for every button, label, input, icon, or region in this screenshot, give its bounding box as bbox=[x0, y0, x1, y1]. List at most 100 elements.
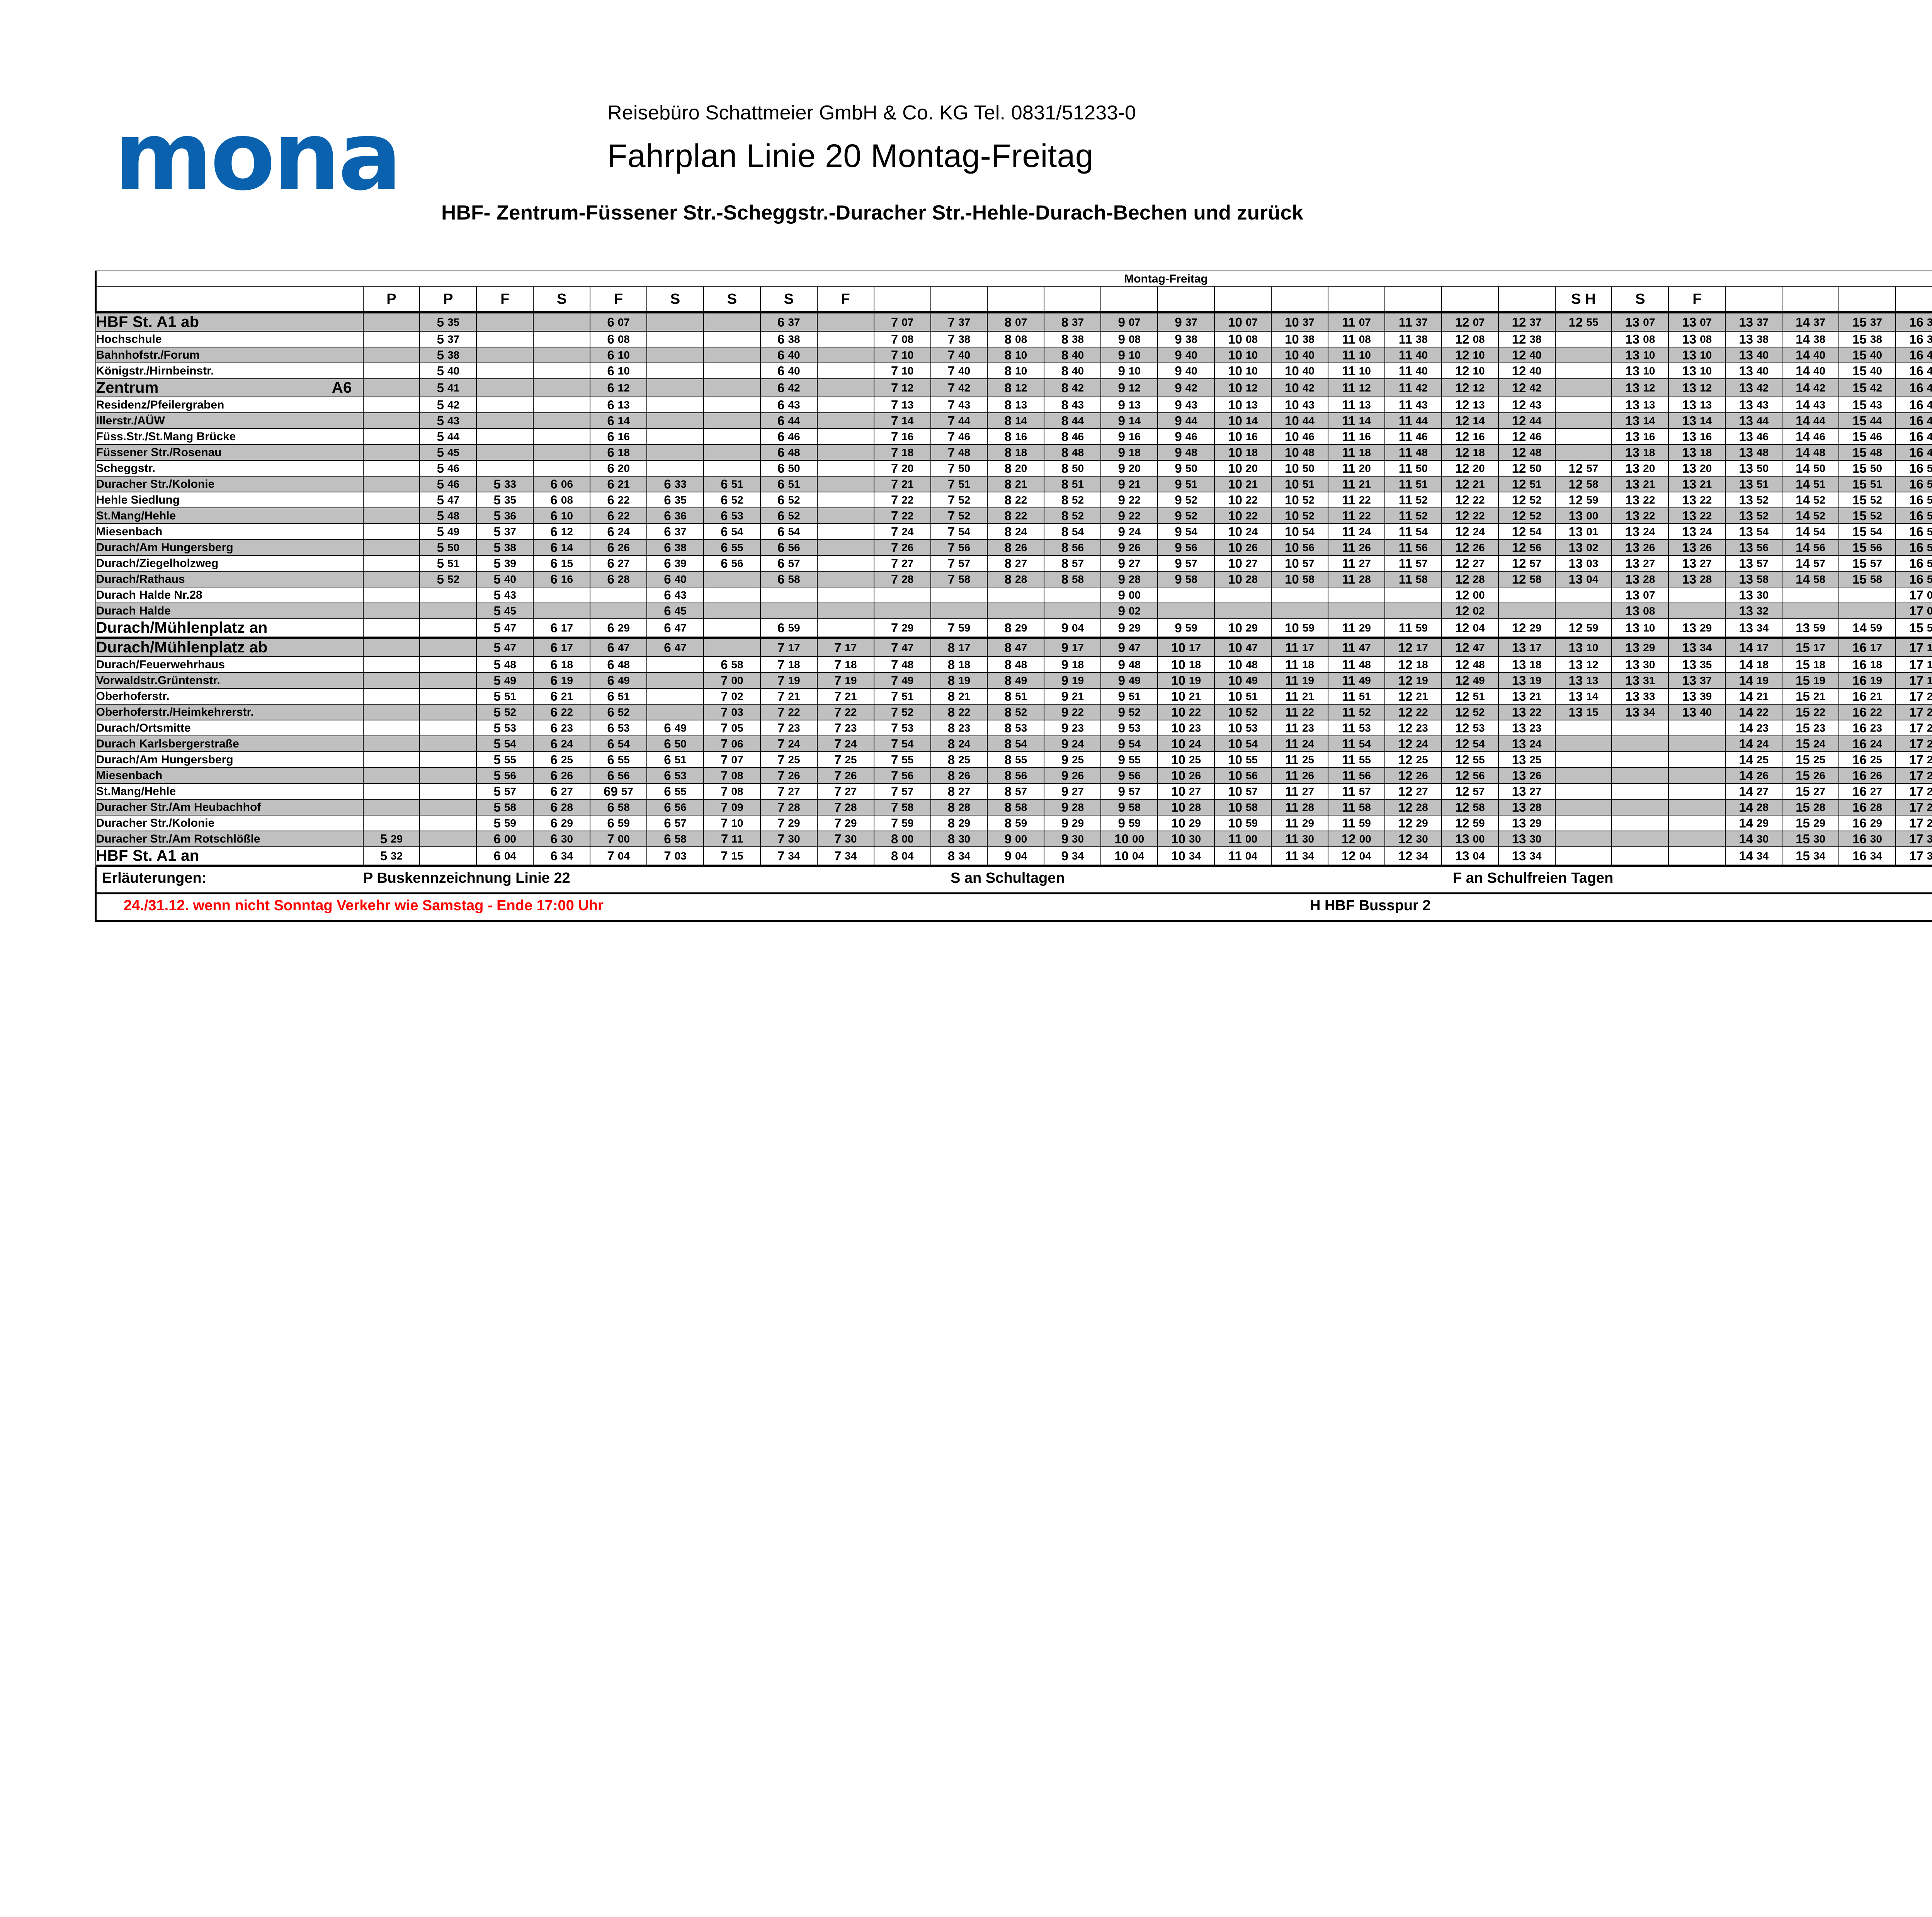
departure-time-cell: 10 04 bbox=[1100, 846, 1158, 867]
departure-time-cell: 6 24 bbox=[533, 735, 591, 752]
departure-time-cell: 13 13 bbox=[1668, 397, 1726, 413]
stop-name-cell: Zentrum A6 bbox=[95, 378, 364, 397]
departure-time-cell bbox=[1611, 735, 1669, 752]
departure-time-cell: 1640 bbox=[1895, 347, 1932, 363]
departure-time-cell: 12 59 bbox=[1554, 492, 1612, 508]
stop-name: Bahnhofstr./Forum bbox=[96, 348, 200, 361]
departure-time-cell: 5 48 bbox=[419, 507, 477, 524]
departure-time-cell: 7 57 bbox=[873, 783, 931, 800]
departure-time-cell: 7 59 bbox=[873, 815, 931, 831]
departure-time-cell: 6 26 bbox=[590, 539, 648, 556]
departure-time-cell: 13 22 bbox=[1611, 492, 1669, 508]
departure-time-cell: 13 10 bbox=[1668, 347, 1726, 363]
departure-time-cell: 12 28 bbox=[1441, 571, 1499, 587]
departure-time-cell: 13 04 bbox=[1441, 846, 1499, 867]
departure-time-cell: 7 30 bbox=[760, 831, 818, 847]
departure-time-cell: 11 38 bbox=[1384, 331, 1442, 347]
departure-time-cell: 13 59 bbox=[1782, 618, 1840, 639]
timetable: Montag-Freitag P P F S F S S S F S H S F HBF St. A1 a… bbox=[94, 271, 1932, 867]
departure-time-cell bbox=[362, 704, 420, 720]
departure-time-cell bbox=[873, 587, 931, 603]
departure-time-cell: 11 12 bbox=[1327, 378, 1385, 397]
departure-time-cell bbox=[703, 444, 761, 461]
departure-time-cell: 12 40 bbox=[1498, 347, 1556, 363]
departure-time-cell: 14 22 bbox=[1725, 704, 1783, 720]
departure-time-cell: 13 08 bbox=[1611, 603, 1669, 619]
departure-time-cell: 6 08 bbox=[590, 331, 648, 347]
departure-time-cell bbox=[646, 704, 704, 720]
departure-time-cell: 11 18 bbox=[1327, 444, 1385, 461]
departure-time-cell: 8 10 bbox=[987, 363, 1045, 379]
departure-time-cell: 7 54 bbox=[873, 735, 931, 752]
departure-time-cell: 12 27 bbox=[1384, 783, 1442, 800]
departure-time-cell: 5 49 bbox=[419, 523, 477, 540]
stop-name-cell: Durach/Am Hungersberg bbox=[95, 751, 364, 768]
stop-name: Residenz/Pfeilergraben bbox=[96, 398, 224, 411]
departure-time-cell: 9 30 bbox=[1044, 831, 1102, 847]
stop-name: Durach/Ziegelholzweg bbox=[96, 557, 219, 570]
departure-time-cell: 8 26 bbox=[930, 767, 988, 784]
departure-time-cell: 11 23 bbox=[1271, 720, 1328, 736]
departure-time-cell: 14 27 bbox=[1725, 783, 1783, 800]
service-code-cell bbox=[1157, 286, 1215, 313]
departure-time-cell: 12 29 bbox=[1384, 815, 1442, 831]
departure-time-cell: 14 48 bbox=[1782, 444, 1840, 461]
departure-time-cell bbox=[760, 587, 818, 603]
departure-time-cell: 8 40 bbox=[1044, 363, 1102, 379]
departure-time-cell: 7 12 bbox=[873, 378, 931, 397]
departure-time-cell: 10 52 bbox=[1271, 507, 1328, 524]
departure-time-cell bbox=[1554, 815, 1612, 831]
departure-time-cell: 10 57 bbox=[1214, 783, 1272, 800]
departure-time-cell: 13 22 bbox=[1668, 492, 1726, 508]
stop-name: Durach Halde bbox=[96, 604, 171, 617]
departure-time-cell bbox=[1044, 603, 1102, 619]
departure-time-cell: 12 18 bbox=[1384, 656, 1442, 673]
departure-time-cell: 5 45 bbox=[419, 444, 477, 461]
stop-name-cell: Illerstr./AÜW bbox=[95, 412, 364, 429]
departure-time-cell bbox=[362, 656, 420, 673]
departure-time-cell: 8 28 bbox=[930, 799, 988, 815]
stop-name: Oberhoferstr. bbox=[96, 690, 170, 703]
departure-time-cell: 11 08 bbox=[1327, 331, 1385, 347]
departure-time-cell: 7 42 bbox=[930, 378, 988, 397]
departure-time-cell bbox=[816, 444, 874, 461]
departure-time-cell bbox=[1554, 799, 1612, 815]
departure-time-cell bbox=[1214, 587, 1272, 603]
stop-name-cell: Durach Halde bbox=[95, 603, 364, 619]
departure-time-cell: 7 22 bbox=[873, 507, 931, 524]
table-row: Königstr./Hirnbeinstr. 5 40 6 10 6 40 7 10 7 40 8 10… bbox=[95, 363, 1932, 379]
departure-time-cell: 13 24 bbox=[1611, 523, 1669, 540]
departure-time-cell: 8 42 bbox=[1044, 378, 1102, 397]
departure-time-cell: 13 28 bbox=[1668, 571, 1726, 587]
stop-name: Füssener Str./Rosenau bbox=[96, 446, 222, 459]
departure-time-cell bbox=[1554, 428, 1612, 445]
stop-name-cell: Duracher Str./Kolonie bbox=[95, 476, 364, 492]
departure-time-cell bbox=[1554, 603, 1612, 619]
stop-name-cell: Durach Karlsbergerstraße bbox=[95, 735, 364, 752]
table-row: Miesenbach 5 56 6 26 6 56 6 53 7 08 7 26 7 26 7 56 8 26 8 56… bbox=[95, 767, 1932, 784]
departure-time-cell: 6 07 bbox=[590, 312, 648, 332]
departure-time-cell: 10 40 bbox=[1271, 347, 1328, 363]
departure-time-cell: 9 49 bbox=[1100, 672, 1158, 689]
departure-time-cell: 13 38 bbox=[1725, 331, 1783, 347]
departure-time-cell: 15 51 bbox=[1838, 476, 1896, 492]
legend-label: Erläuterungen: bbox=[102, 870, 207, 886]
departure-time-cell: 11 29 bbox=[1327, 618, 1385, 639]
stop-name-cell: Hehle Siedlung bbox=[95, 492, 364, 508]
departure-time-cell: 6 55 bbox=[646, 783, 704, 800]
departure-time-cell bbox=[419, 799, 477, 815]
service-code-cell bbox=[1044, 286, 1102, 313]
service-code-cell: S bbox=[760, 286, 818, 313]
departure-time-cell: 10 22 bbox=[1214, 492, 1272, 508]
departure-time-cell bbox=[703, 347, 761, 363]
departure-time-cell: 7 21 bbox=[873, 476, 931, 492]
departure-time-cell: 1700 bbox=[1895, 587, 1932, 603]
departure-time-cell: 9 13 bbox=[1100, 397, 1158, 413]
departure-time-cell bbox=[816, 460, 874, 477]
banner-row: Montag-Freitag bbox=[94, 271, 1932, 287]
departure-time-cell: 12 07 bbox=[1441, 312, 1499, 332]
departure-time-cell: 10 21 bbox=[1214, 476, 1272, 492]
departure-time-cell: 13 57 bbox=[1725, 555, 1783, 572]
